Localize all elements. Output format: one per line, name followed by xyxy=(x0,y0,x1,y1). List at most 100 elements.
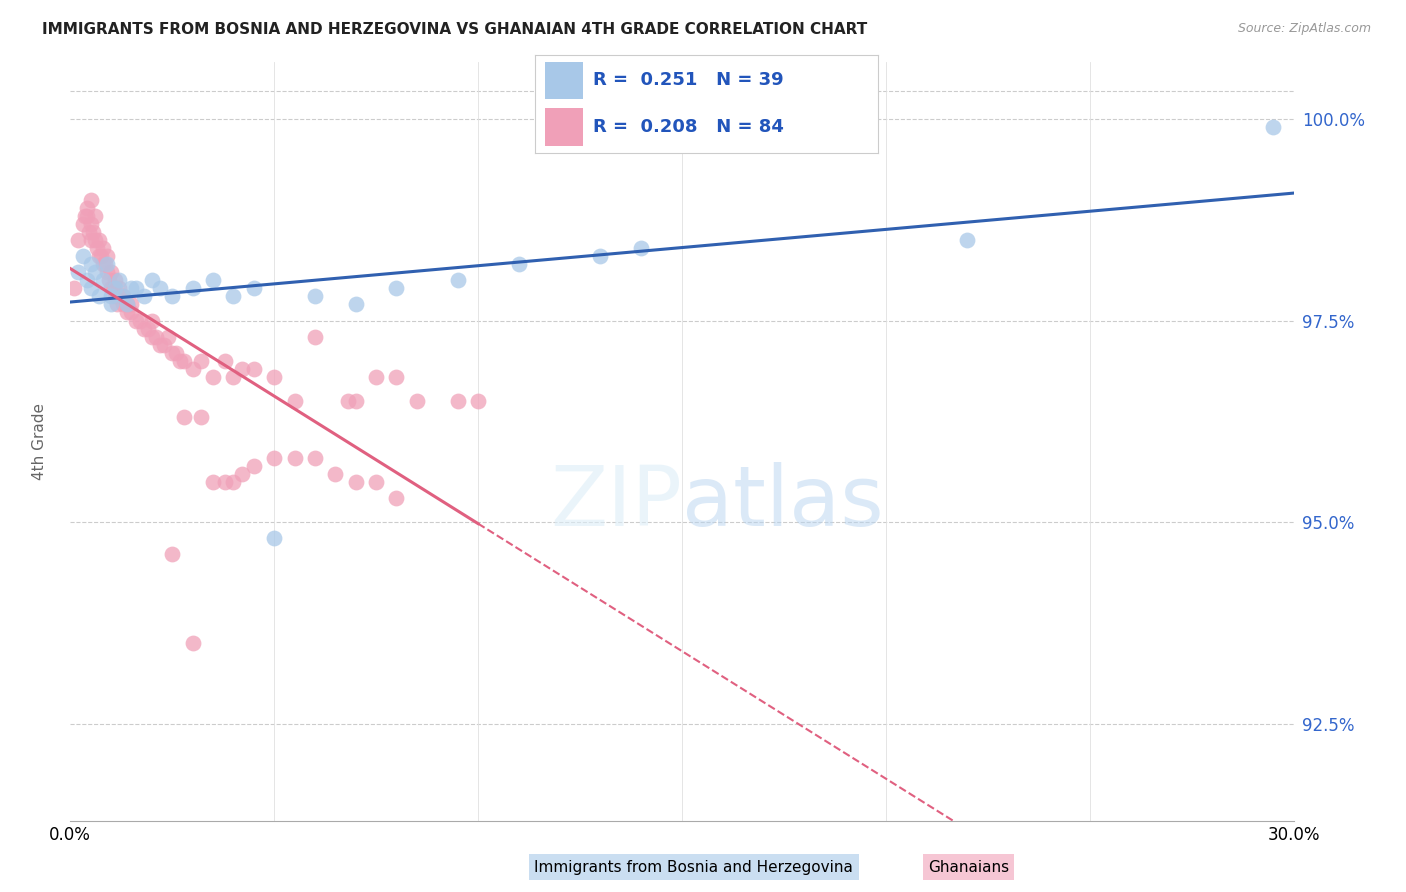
Point xyxy=(214,354,236,368)
Point xyxy=(157,329,180,343)
Point xyxy=(100,297,122,311)
Point xyxy=(231,362,253,376)
Point xyxy=(132,289,155,303)
Text: ZIP: ZIP xyxy=(550,462,682,542)
Point xyxy=(222,370,245,384)
Point xyxy=(128,313,150,327)
Point xyxy=(263,532,285,546)
Point xyxy=(96,257,118,271)
Point xyxy=(366,475,388,489)
Point xyxy=(79,217,103,231)
Point xyxy=(263,370,285,384)
Point xyxy=(385,491,408,505)
Point xyxy=(173,410,195,425)
Point xyxy=(508,257,530,271)
Point xyxy=(100,265,122,279)
Point xyxy=(202,273,225,287)
Point xyxy=(87,233,110,247)
Point xyxy=(112,289,135,303)
Point xyxy=(121,305,143,319)
Point xyxy=(284,394,307,409)
Point xyxy=(231,467,253,481)
Point xyxy=(67,265,90,279)
Point xyxy=(98,273,121,287)
Point xyxy=(162,289,183,303)
Point xyxy=(243,281,266,295)
Point xyxy=(124,313,146,327)
Point xyxy=(190,354,212,368)
Point xyxy=(447,394,470,409)
Text: IMMIGRANTS FROM BOSNIA AND HERZEGOVINA VS GHANAIAN 4TH GRADE CORRELATION CHART: IMMIGRANTS FROM BOSNIA AND HERZEGOVINA V… xyxy=(42,22,868,37)
Point xyxy=(108,281,131,295)
Point xyxy=(100,289,122,303)
Point xyxy=(96,249,118,263)
Point xyxy=(124,281,146,295)
Point xyxy=(344,475,367,489)
Point xyxy=(181,362,204,376)
Point xyxy=(630,241,652,255)
Point xyxy=(214,475,236,489)
Text: Immigrants from Bosnia and Herzegovina: Immigrants from Bosnia and Herzegovina xyxy=(534,860,853,874)
Point xyxy=(83,265,105,279)
Point xyxy=(86,241,108,255)
Text: Ghanaians: Ghanaians xyxy=(928,860,1010,874)
Point xyxy=(121,297,143,311)
Text: atlas: atlas xyxy=(682,462,883,542)
Point xyxy=(190,410,212,425)
Point xyxy=(149,281,172,295)
Point xyxy=(243,458,266,473)
Point xyxy=(153,337,176,351)
Point xyxy=(344,394,367,409)
Point xyxy=(385,281,408,295)
Point xyxy=(117,305,139,319)
Point xyxy=(105,297,128,311)
Point xyxy=(79,193,103,207)
Point xyxy=(79,233,103,247)
Text: 4th Grade: 4th Grade xyxy=(32,403,48,480)
Point xyxy=(162,346,183,360)
Point xyxy=(72,249,94,263)
Point xyxy=(141,313,163,327)
Point xyxy=(117,297,139,311)
Point xyxy=(304,450,326,465)
Point xyxy=(304,329,326,343)
Point xyxy=(91,241,114,255)
Point xyxy=(336,394,359,409)
Point xyxy=(956,233,979,247)
Point xyxy=(121,281,143,295)
Point xyxy=(162,548,183,562)
Point xyxy=(344,297,367,311)
Point xyxy=(132,321,155,335)
Point xyxy=(67,233,90,247)
Point xyxy=(366,370,388,384)
Point xyxy=(112,289,135,303)
Point xyxy=(385,370,408,384)
Point xyxy=(323,467,347,481)
Point xyxy=(222,289,245,303)
Point xyxy=(87,249,110,263)
Point xyxy=(169,354,191,368)
Point xyxy=(202,370,225,384)
Point xyxy=(263,450,285,465)
Point xyxy=(112,297,135,311)
Point xyxy=(77,225,100,239)
Point xyxy=(145,329,167,343)
Point xyxy=(181,636,204,650)
Point xyxy=(82,225,104,239)
Point xyxy=(83,233,105,247)
Point xyxy=(181,281,204,295)
Point xyxy=(447,273,470,287)
Point xyxy=(79,257,103,271)
Point xyxy=(94,257,117,271)
Point xyxy=(73,209,96,223)
Point xyxy=(104,281,127,295)
Point xyxy=(141,273,163,287)
Point xyxy=(284,450,307,465)
Point xyxy=(72,217,94,231)
Point xyxy=(90,249,112,263)
Point xyxy=(91,273,114,287)
Point xyxy=(104,289,127,303)
Point xyxy=(108,273,131,287)
Point xyxy=(76,201,98,215)
Text: Source: ZipAtlas.com: Source: ZipAtlas.com xyxy=(1237,22,1371,36)
